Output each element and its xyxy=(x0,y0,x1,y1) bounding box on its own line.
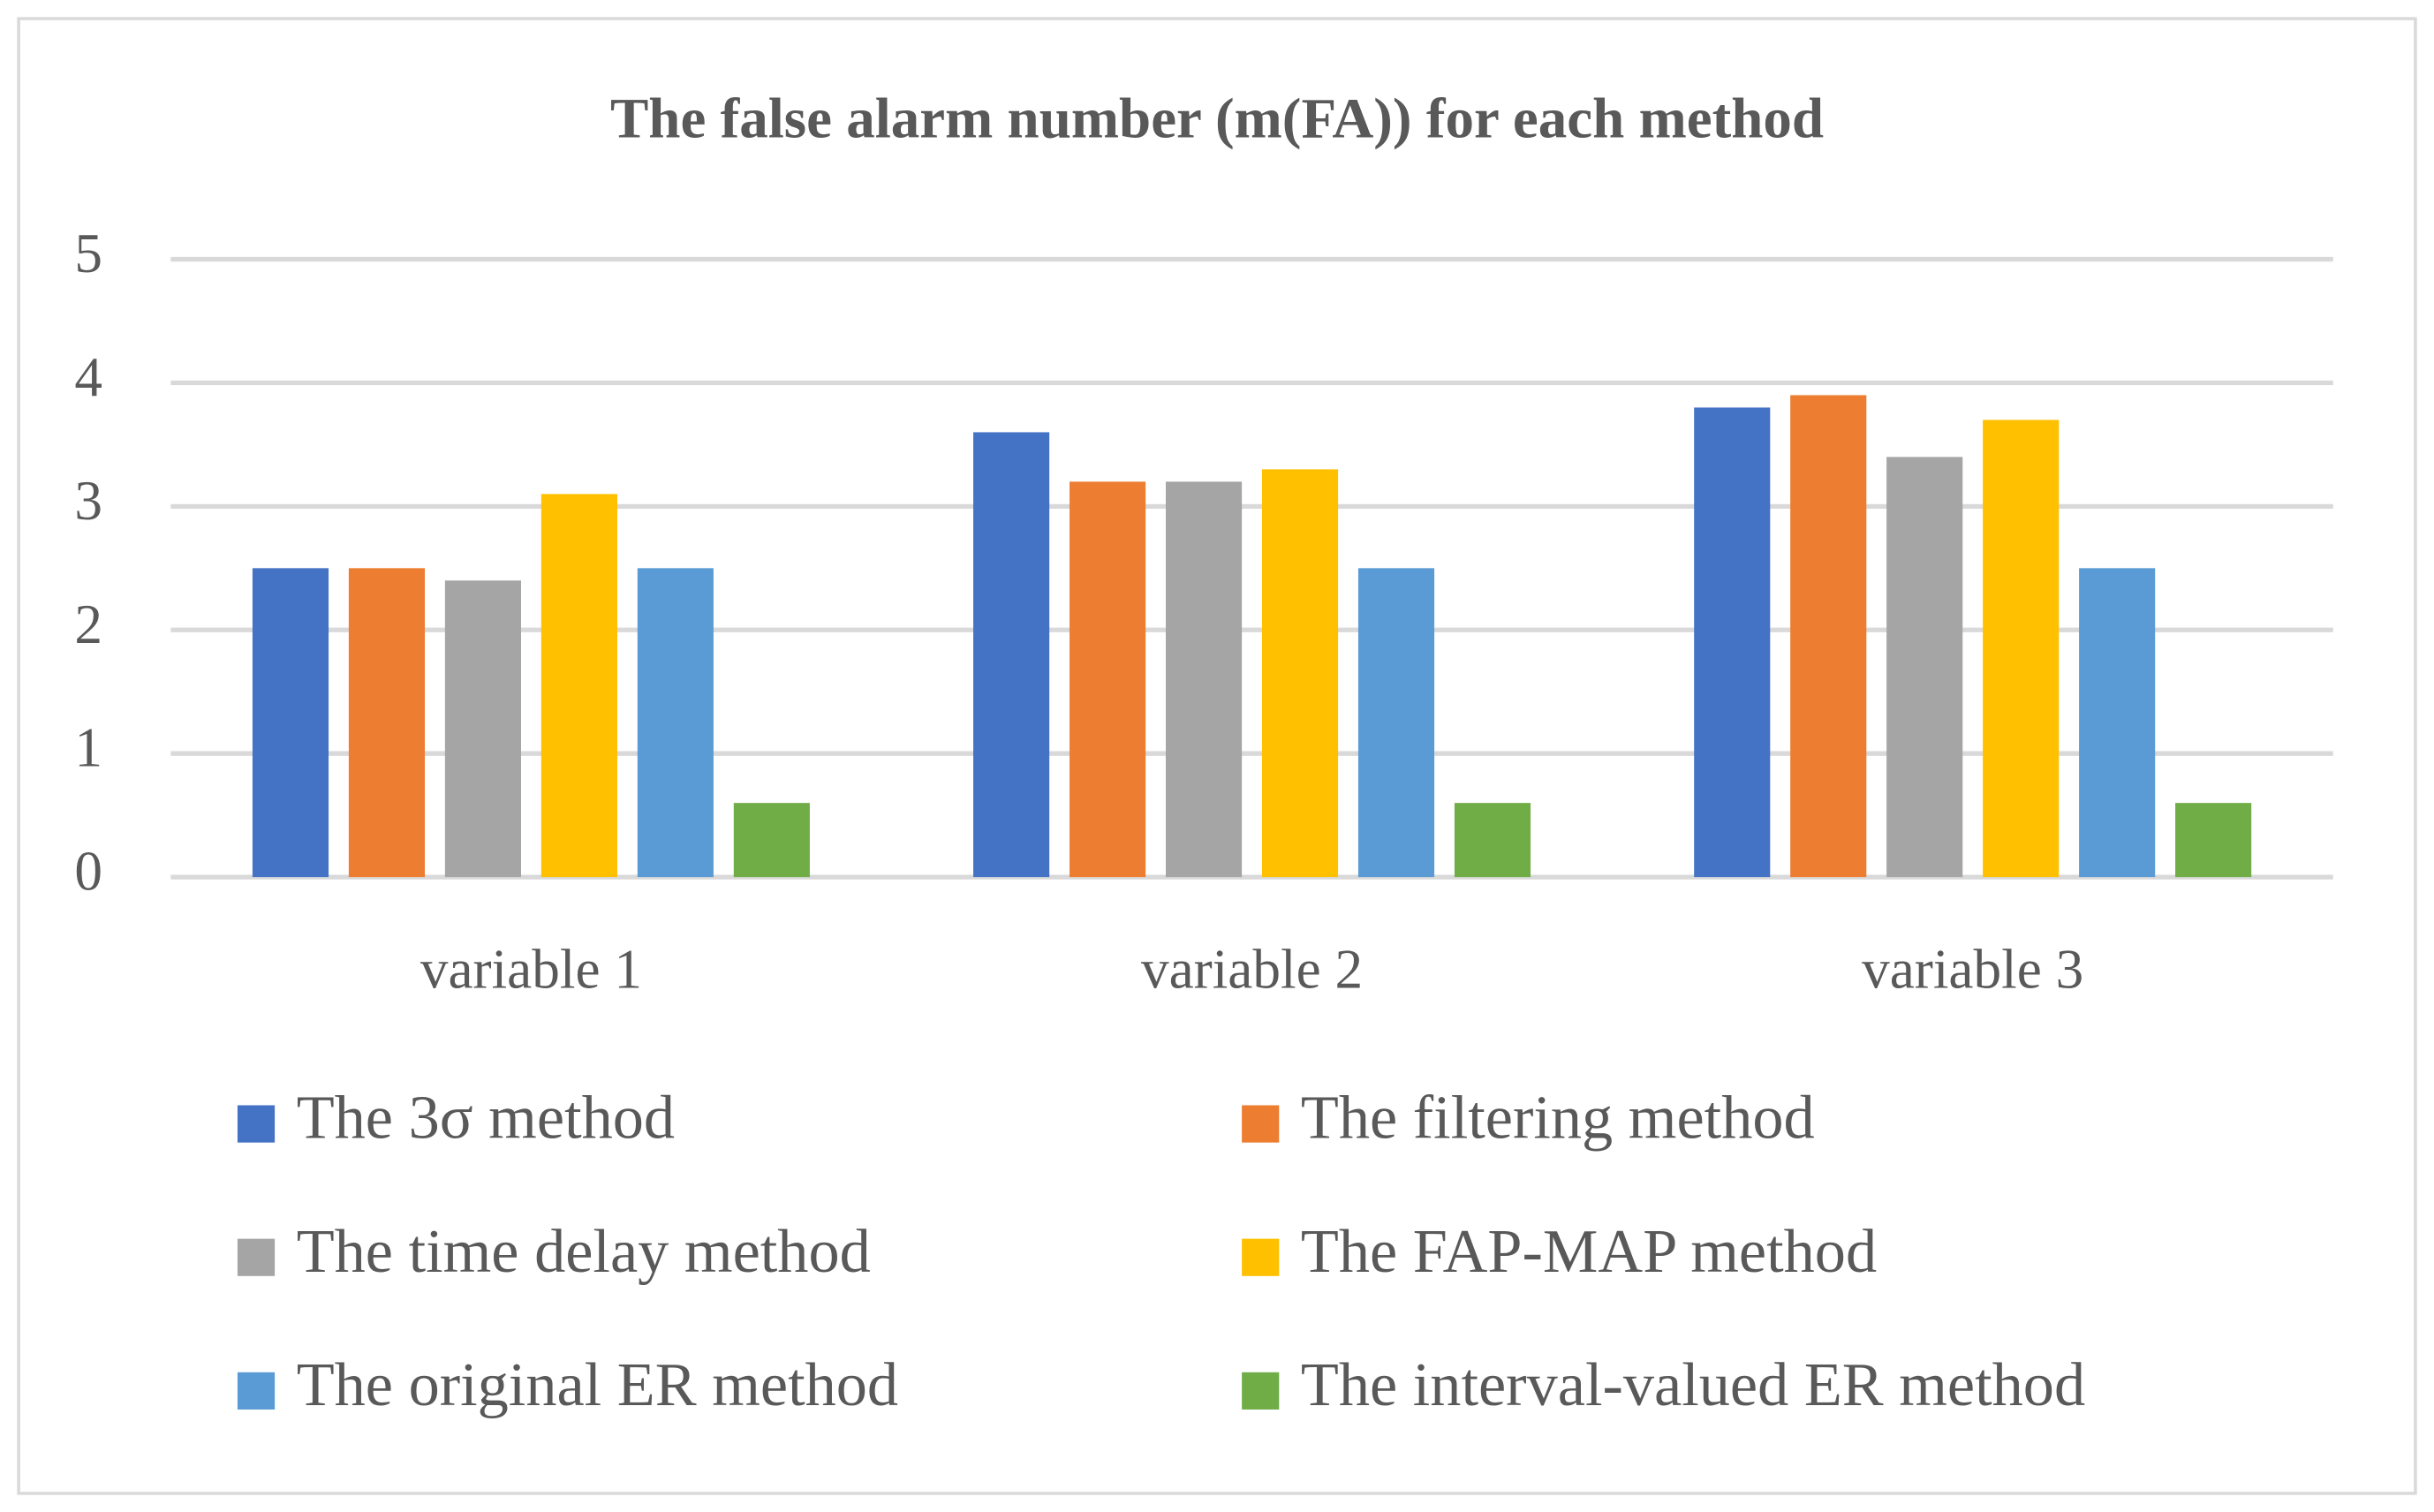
legend-label: The interval-valued ER method xyxy=(1301,1350,2085,1419)
legend-label: The 3σ method xyxy=(297,1084,675,1153)
legend-swatch xyxy=(1242,1238,1280,1276)
legend-label: The original ER method xyxy=(297,1350,898,1419)
bar xyxy=(2079,568,2156,878)
y-tick-label: 3 xyxy=(74,470,102,532)
bar xyxy=(1070,481,1146,878)
legend-swatch xyxy=(237,1372,276,1410)
bar xyxy=(733,803,810,878)
bar xyxy=(1165,481,1243,878)
chart-title: The false alarm number (m(FA)) for each … xyxy=(610,87,1824,151)
bar xyxy=(444,580,521,878)
legend-swatch xyxy=(237,1105,276,1143)
legend-swatch xyxy=(1242,1105,1280,1143)
legend-label: The filtering method xyxy=(1301,1084,1815,1153)
bar xyxy=(973,432,1050,878)
x-tick-label: variable 2 xyxy=(1141,938,1363,1000)
y-tick-label: 0 xyxy=(74,841,102,903)
y-tick-label: 4 xyxy=(74,346,102,408)
y-tick-label: 2 xyxy=(74,593,102,655)
bar xyxy=(540,494,617,878)
x-tick-label: variable 3 xyxy=(1862,938,2083,1000)
legend-swatch xyxy=(237,1238,276,1276)
bar xyxy=(1454,803,1531,878)
bar xyxy=(1790,395,1867,878)
bar xyxy=(637,568,714,878)
bar xyxy=(1886,457,1963,878)
bar xyxy=(1983,420,2060,878)
legend-swatch xyxy=(1242,1372,1280,1410)
bar xyxy=(1694,407,1771,878)
legend-label: The FAP-MAP method xyxy=(1301,1217,1877,1286)
bar xyxy=(1261,469,1339,878)
y-tick-label: 1 xyxy=(74,717,102,779)
bar xyxy=(2175,803,2252,878)
bar xyxy=(252,568,329,878)
bar xyxy=(348,568,426,878)
y-tick-label: 5 xyxy=(74,223,102,284)
bar xyxy=(1357,568,1435,878)
x-tick-label: variable 1 xyxy=(420,938,642,1000)
legend-label: The time delay method xyxy=(297,1217,871,1286)
